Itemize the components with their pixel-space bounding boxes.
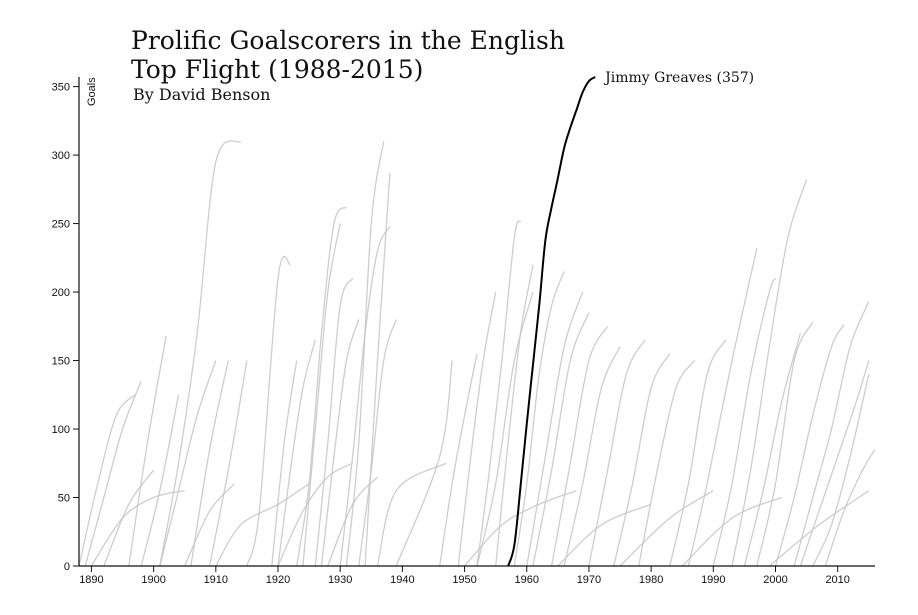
- x-tick-label: 1900: [141, 574, 165, 586]
- y-tick-label: 300: [52, 150, 70, 162]
- background-series-line: [395, 360, 453, 567]
- background-series-line: [731, 179, 808, 567]
- x-tick-label: 1970: [577, 574, 601, 586]
- chart-title-line-1: Prolific Goalscorers in the English: [131, 26, 565, 55]
- background-series-line: [712, 278, 777, 567]
- background-series-line: [799, 360, 870, 567]
- chart-byline: By David Benson: [133, 85, 270, 104]
- background-series-line: [588, 339, 646, 567]
- y-axis-label: Goals: [86, 77, 98, 106]
- background-series-line: [550, 325, 609, 567]
- background-series-line: [246, 255, 292, 567]
- y-tick-label: 150: [52, 356, 70, 368]
- background-series-line: [215, 483, 310, 567]
- background-series-line: [768, 490, 870, 567]
- background-series-line: [103, 469, 155, 567]
- background-series-line: [687, 248, 758, 567]
- x-tick-label: 1920: [266, 574, 290, 586]
- background-series-group: [78, 140, 876, 567]
- background-series-line: [526, 291, 584, 567]
- background-series-line: [345, 141, 385, 567]
- x-tick-label: 1980: [639, 574, 663, 586]
- highlight-series-label: Jimmy Greaves (357): [603, 70, 754, 86]
- background-series-line: [681, 496, 782, 567]
- background-series-line: [296, 206, 347, 567]
- background-series-line: [184, 483, 235, 567]
- y-tick-label: 250: [52, 219, 70, 231]
- background-series-line: [464, 490, 577, 567]
- background-series-line: [439, 353, 478, 567]
- background-series-line: [159, 140, 242, 567]
- x-tick-label: 1950: [452, 574, 476, 586]
- background-series-line: [208, 360, 248, 567]
- x-tick-label: 2010: [825, 574, 849, 586]
- x-axis-ticks: 1890 1900 1910 1920 1930 1940 1950 1960 1970 1980…: [79, 566, 850, 586]
- background-series-line: [476, 291, 534, 567]
- background-series-line: [339, 225, 391, 567]
- background-series-line: [513, 271, 565, 567]
- x-tick-label: 1940: [390, 574, 414, 586]
- y-tick-label: 100: [52, 424, 70, 436]
- background-series-line: [824, 449, 876, 567]
- background-series-line: [271, 360, 298, 567]
- background-series-line: [756, 321, 814, 567]
- background-series-line: [277, 339, 316, 567]
- background-series-line: [638, 360, 696, 567]
- x-tick-label: 1990: [701, 574, 725, 586]
- x-tick-label: 1890: [79, 574, 103, 586]
- background-series-line: [376, 462, 447, 567]
- background-series-line: [557, 503, 652, 567]
- background-series-line: [532, 312, 590, 567]
- background-series-line: [190, 360, 229, 567]
- y-axis-ticks: 0 50 100 150 200 250 300 350: [52, 82, 79, 573]
- axes-group: 0 50 100 150 200 250 300 350 1890 1900 1910 1920 19…: [52, 77, 875, 586]
- background-series-line: [314, 278, 354, 567]
- background-series-line: [743, 332, 802, 567]
- background-series-line: [495, 264, 534, 567]
- x-tick-label: 1910: [204, 574, 228, 586]
- background-series-line: [793, 301, 870, 567]
- background-series-line: [619, 490, 714, 567]
- background-series-line: [476, 220, 522, 567]
- background-series-line: [159, 360, 217, 567]
- background-series-line: [128, 335, 167, 567]
- background-series-line: [563, 346, 621, 567]
- background-series-line: [277, 462, 353, 567]
- chart-title-line-2: Top Flight (1988-2015): [131, 55, 423, 84]
- y-tick-label: 0: [64, 561, 70, 573]
- background-series-line: [302, 223, 341, 567]
- background-series-line: [327, 476, 378, 567]
- background-series-line: [457, 291, 497, 567]
- y-tick-label: 200: [52, 287, 70, 299]
- highlight-series-group: [507, 76, 596, 567]
- y-tick-label: 350: [52, 82, 70, 94]
- background-series-line: [84, 380, 142, 567]
- x-tick-label: 1930: [328, 574, 352, 586]
- highlight-series-line: [507, 76, 596, 567]
- background-series-line: [812, 374, 870, 567]
- background-series-line: [140, 394, 180, 567]
- background-series-line: [613, 353, 671, 567]
- background-series-line: [774, 324, 845, 567]
- background-series-line: [669, 339, 727, 567]
- background-series-line: [364, 172, 391, 567]
- x-tick-label: 2000: [763, 574, 787, 586]
- background-series-line: [90, 490, 185, 567]
- background-series-line: [320, 319, 360, 567]
- background-series-line: [78, 394, 136, 567]
- background-series-line: [358, 319, 397, 567]
- y-tick-label: 50: [58, 493, 70, 505]
- x-tick-label: 1960: [515, 574, 539, 586]
